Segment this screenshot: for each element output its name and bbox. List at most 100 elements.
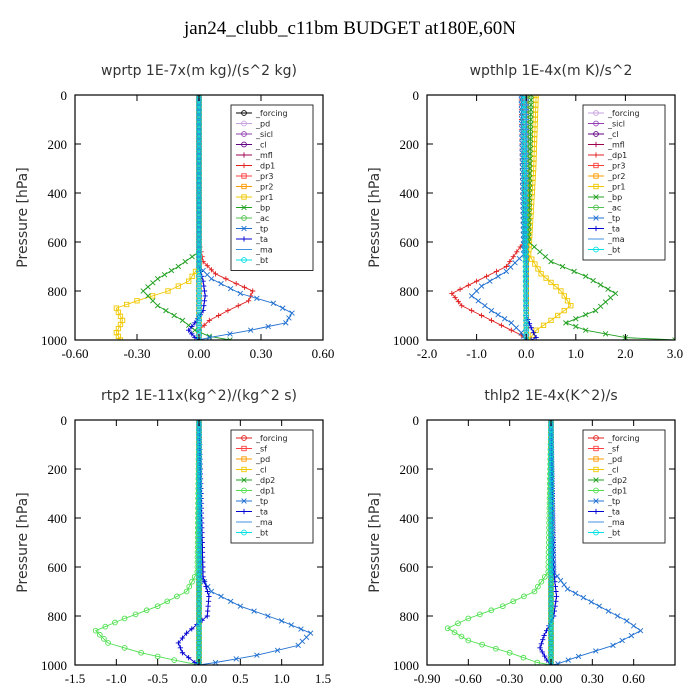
data-point <box>179 317 186 324</box>
data-point <box>189 273 195 279</box>
legend-label: _dp2 <box>607 476 627 485</box>
y-tick-label: 0 <box>61 413 68 428</box>
legend-label: _bp <box>607 193 622 202</box>
legend-marker <box>593 477 599 483</box>
legend-marker <box>241 215 247 221</box>
data-point <box>508 320 515 326</box>
data-point <box>597 282 604 288</box>
legend-marker <box>593 120 599 127</box>
legend-marker <box>593 194 599 200</box>
data-point <box>469 308 475 314</box>
legend-label: _ma <box>255 518 273 527</box>
legend-marker <box>241 194 247 200</box>
data-point <box>605 608 612 614</box>
series-line-bt <box>523 95 527 340</box>
data-point <box>92 627 99 634</box>
data-point <box>298 626 304 632</box>
data-point <box>174 593 180 600</box>
data-point <box>205 603 211 609</box>
data-point <box>568 303 574 309</box>
data-point <box>192 320 198 326</box>
data-point <box>531 136 538 142</box>
plot-frame <box>426 94 676 341</box>
data-point <box>672 337 675 340</box>
data-point <box>528 97 534 103</box>
data-point <box>564 298 571 304</box>
data-point <box>102 623 109 630</box>
legend-marker <box>241 445 247 452</box>
data-point <box>165 288 171 294</box>
legend-marker <box>593 466 599 473</box>
data-point <box>527 121 534 128</box>
legend-marker <box>241 236 247 242</box>
data-point <box>208 267 214 273</box>
legend-label: _pr1 <box>255 193 273 202</box>
data-point <box>183 588 190 595</box>
data-point <box>532 131 538 137</box>
data-point <box>134 298 140 304</box>
data-point <box>216 312 222 319</box>
data-point <box>512 260 518 266</box>
data-point <box>279 305 286 311</box>
data-point <box>561 307 567 314</box>
legend-marker <box>241 257 247 263</box>
legend-marker <box>593 204 599 211</box>
legend-label: _bt <box>255 529 268 538</box>
data-point <box>164 598 171 605</box>
legend-label: _bt <box>607 529 620 538</box>
data-point <box>307 630 314 636</box>
data-point <box>619 637 625 644</box>
legend-label: _sf <box>255 445 267 454</box>
data-point <box>205 598 212 604</box>
legend-label: _cl <box>255 466 267 475</box>
data-point <box>541 633 547 639</box>
data-point <box>184 630 190 636</box>
chart-title: wprtp 1E-7x(m kg)/(s^2 kg) <box>101 63 297 79</box>
data-point <box>201 579 208 585</box>
y-tick-label: 200 <box>48 462 68 477</box>
data-point <box>225 308 231 314</box>
data-point <box>541 573 548 580</box>
data-point <box>189 323 195 330</box>
data-point <box>514 249 520 255</box>
data-point <box>251 608 257 614</box>
data-point <box>145 293 151 299</box>
y-tick-label: 800 <box>48 609 68 624</box>
legend-marker <box>593 225 599 232</box>
y-tick-label: 600 <box>48 235 68 250</box>
data-point <box>583 311 589 318</box>
data-point <box>518 329 524 336</box>
data-point <box>140 288 146 294</box>
data-point <box>493 268 500 274</box>
data-point <box>223 276 229 282</box>
data-point <box>479 641 485 648</box>
legend-label: _forcing <box>607 109 640 118</box>
data-point <box>529 256 535 262</box>
legend-marker <box>241 173 247 179</box>
data-point <box>583 327 589 333</box>
data-point <box>527 146 533 152</box>
data-point <box>528 106 534 113</box>
y-tick-label: 200 <box>400 462 420 477</box>
data-point <box>531 160 537 167</box>
data-point <box>478 312 485 319</box>
data-point <box>468 293 475 299</box>
y-tick-label: 800 <box>48 284 68 299</box>
legend-label: _tp <box>607 214 620 223</box>
x-tick-label: -1.0 <box>106 671 127 686</box>
data-point <box>192 334 198 340</box>
data-point <box>175 263 182 270</box>
data-point <box>553 593 560 599</box>
data-point <box>503 263 509 270</box>
y-tick-label: 800 <box>400 609 420 624</box>
data-point <box>171 312 177 319</box>
data-point <box>555 661 561 665</box>
data-point <box>186 583 193 590</box>
data-point <box>203 584 209 590</box>
x-tick-label: -2.0 <box>417 346 438 361</box>
data-point <box>527 126 534 133</box>
data-point <box>553 588 559 595</box>
data-point <box>132 611 139 618</box>
data-point <box>527 151 533 157</box>
data-point <box>508 327 514 333</box>
